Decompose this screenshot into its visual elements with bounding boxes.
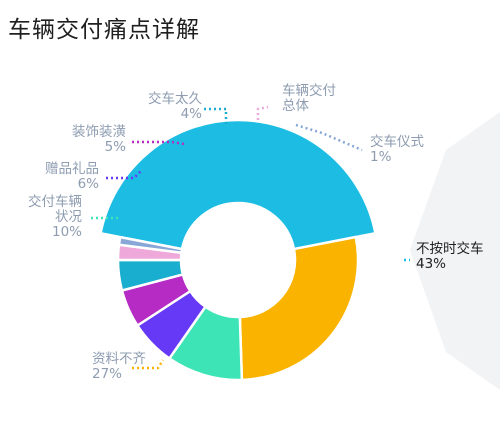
slice-label-line: 装饰装潢	[72, 124, 126, 140]
slice-label-line: 1%	[370, 149, 392, 165]
slice-label-4: 装饰装潢 5%	[72, 124, 126, 155]
connector-4	[132, 140, 185, 146]
slice-label-line: 交车仪式	[370, 133, 424, 150]
slice-label-line: 43%	[416, 256, 446, 272]
slice-label-0: 不按时交车 43%	[416, 240, 484, 272]
slice-label-line: 27%	[92, 366, 122, 382]
page-title: 车辆交付痛点详解	[8, 16, 200, 42]
slice-label-line: 6%	[78, 176, 100, 192]
connector-5	[204, 107, 228, 124]
connectors-layer	[91, 105, 410, 370]
slice-label-6: 车辆交付总体	[282, 82, 336, 114]
slice-label-line: 10%	[52, 224, 82, 240]
donut-hole	[181, 203, 295, 317]
slice-label-line: 交付车辆	[28, 193, 82, 210]
slice-label-line: 赠品礼品	[45, 161, 99, 177]
slice-label-line: 交车太久	[148, 90, 202, 107]
slices-layer	[99, 118, 377, 382]
slice-label-3: 赠品礼品 6%	[45, 161, 99, 192]
slice-label-line: 状况	[55, 209, 82, 225]
slice-label-line: 4%	[181, 106, 203, 122]
slice-label-7: 交车仪式 1%	[370, 133, 424, 165]
connector-1	[132, 359, 165, 370]
connector-7	[295, 123, 363, 152]
slice-label-line: 5%	[105, 139, 127, 155]
tooltip-panel	[410, 112, 500, 390]
slice-label-5: 交车太久 4%	[148, 90, 202, 122]
labels-layer: 不按时交车 43%资料不齐 27%交付车辆状况 10%赠品礼品 6%装饰装潢 5%交车太久…	[28, 82, 484, 382]
slice-label-1: 资料不齐 27%	[92, 351, 146, 382]
slice-label-2: 交付车辆状况 10%	[28, 193, 82, 240]
slice-label-line: 车辆交付	[282, 82, 336, 99]
connector-6	[256, 105, 269, 120]
slice-label-line: 不按时交车	[416, 240, 484, 257]
slice-label-line: 资料不齐	[92, 351, 146, 367]
slice-label-line: 总体	[282, 98, 309, 114]
connector-3	[106, 169, 143, 180]
